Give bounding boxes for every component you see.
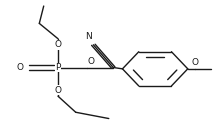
Text: O: O xyxy=(88,57,95,66)
Text: N: N xyxy=(85,32,92,41)
Text: P: P xyxy=(55,63,61,72)
Text: O: O xyxy=(191,58,198,68)
Text: O: O xyxy=(55,40,61,49)
Text: O: O xyxy=(17,63,24,72)
Text: O: O xyxy=(55,86,61,95)
